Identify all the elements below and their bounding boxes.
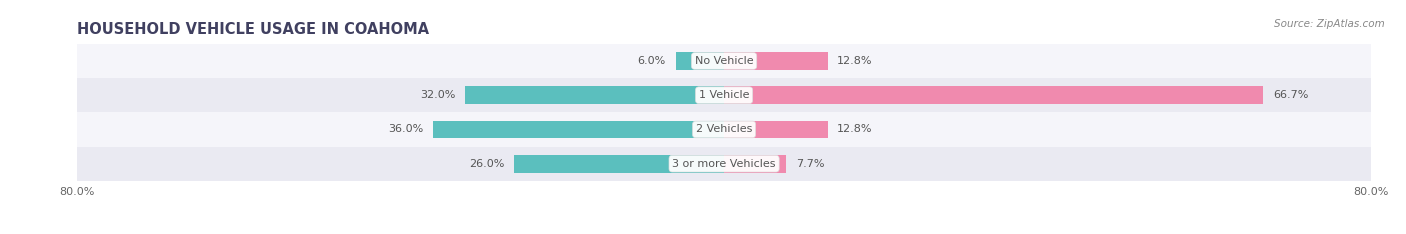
Text: HOUSEHOLD VEHICLE USAGE IN COAHOMA: HOUSEHOLD VEHICLE USAGE IN COAHOMA [77, 22, 429, 37]
Text: 3 or more Vehicles: 3 or more Vehicles [672, 159, 776, 169]
Text: 12.8%: 12.8% [838, 56, 873, 66]
Bar [77, 44, 1371, 78]
Bar [465, 86, 724, 104]
Bar [77, 78, 1371, 112]
Text: 32.0%: 32.0% [420, 90, 456, 100]
Bar [515, 155, 724, 173]
Text: 2 Vehicles: 2 Vehicles [696, 124, 752, 135]
Text: 66.7%: 66.7% [1272, 90, 1309, 100]
Legend: Owner-occupied, Renter-occupied: Owner-occupied, Renter-occupied [602, 231, 846, 234]
Text: 1 Vehicle: 1 Vehicle [699, 90, 749, 100]
Bar [724, 52, 828, 70]
Bar [724, 155, 786, 173]
Bar [77, 146, 1371, 181]
Bar [433, 121, 724, 138]
Text: 36.0%: 36.0% [388, 124, 423, 135]
Text: 6.0%: 6.0% [638, 56, 666, 66]
Text: 26.0%: 26.0% [468, 159, 505, 169]
Bar [724, 121, 828, 138]
Text: 12.8%: 12.8% [838, 124, 873, 135]
Text: No Vehicle: No Vehicle [695, 56, 754, 66]
Bar [676, 52, 724, 70]
Bar [724, 86, 1264, 104]
Bar [77, 112, 1371, 146]
Text: 7.7%: 7.7% [796, 159, 824, 169]
Text: Source: ZipAtlas.com: Source: ZipAtlas.com [1274, 19, 1385, 29]
